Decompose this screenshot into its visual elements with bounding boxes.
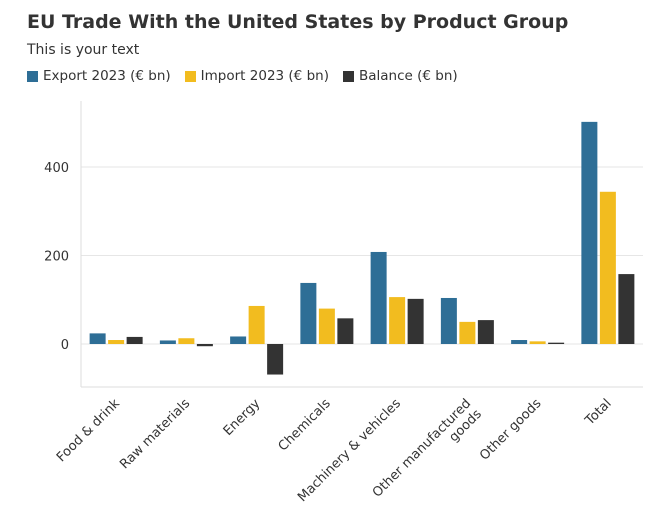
bar-export[interactable] bbox=[370, 251, 387, 344]
bar-import[interactable] bbox=[389, 297, 406, 344]
y-axis-labels: 0 200 400 bbox=[44, 161, 69, 353]
legend-item-import[interactable]: Import 2023 (€ bn) bbox=[184, 68, 329, 84]
legend: Export 2023 (€ bn) Import 2023 (€ bn) Ba… bbox=[27, 68, 472, 84]
legend-swatch-import bbox=[184, 70, 196, 82]
legend-swatch-balance bbox=[342, 70, 354, 82]
bar-balance[interactable] bbox=[618, 274, 635, 344]
bar-export[interactable] bbox=[159, 340, 176, 344]
bar-export[interactable] bbox=[440, 297, 457, 344]
legend-label-import: Import 2023 (€ bn) bbox=[200, 68, 329, 84]
bar-balance[interactable] bbox=[267, 344, 284, 375]
bars bbox=[89, 121, 635, 375]
bar-import[interactable] bbox=[459, 321, 476, 344]
legend-item-export[interactable]: Export 2023 (€ bn) bbox=[27, 68, 171, 84]
bar-balance[interactable] bbox=[477, 320, 494, 344]
x-tick-label: Food & drink bbox=[54, 396, 123, 465]
chart-subtitle: This is your text bbox=[27, 42, 140, 58]
x-tick-label: Total bbox=[582, 396, 615, 429]
bar-balance[interactable] bbox=[548, 342, 565, 344]
axes bbox=[80, 101, 643, 388]
bar-export[interactable] bbox=[89, 333, 106, 344]
y-tick-label: 0 bbox=[61, 338, 69, 353]
legend-label-export: Export 2023 (€ bn) bbox=[43, 68, 171, 84]
legend-swatch-export bbox=[27, 70, 38, 82]
legend-label-balance: Balance (€ bn) bbox=[358, 68, 458, 84]
bar-export[interactable] bbox=[581, 121, 598, 345]
y-tick-label: 400 bbox=[44, 161, 69, 176]
bar-import[interactable] bbox=[108, 340, 125, 344]
bar-balance[interactable] bbox=[196, 344, 213, 347]
bar-export[interactable] bbox=[230, 336, 247, 344]
bar-import[interactable] bbox=[599, 191, 616, 344]
bar-import[interactable] bbox=[318, 308, 335, 344]
x-tick-label: Raw materials bbox=[117, 396, 193, 472]
bar-import[interactable] bbox=[178, 338, 195, 344]
bar-import[interactable] bbox=[248, 305, 265, 344]
x-tick-label: Other goods bbox=[477, 396, 544, 463]
chart-title: EU Trade With the United States by Produ… bbox=[27, 11, 569, 33]
bar-balance[interactable] bbox=[126, 336, 143, 344]
gridlines bbox=[81, 166, 643, 345]
y-tick-label: 200 bbox=[44, 250, 69, 265]
x-tick-label: Energy bbox=[221, 396, 264, 439]
bar-balance[interactable] bbox=[407, 298, 424, 344]
x-tick-label: Chemicals bbox=[276, 396, 334, 454]
bar-import[interactable] bbox=[529, 341, 546, 344]
bar-export[interactable] bbox=[511, 340, 528, 344]
legend-item-balance[interactable]: Balance (€ bn) bbox=[342, 68, 458, 84]
bar-export[interactable] bbox=[300, 282, 317, 344]
bar-balance[interactable] bbox=[337, 318, 354, 344]
